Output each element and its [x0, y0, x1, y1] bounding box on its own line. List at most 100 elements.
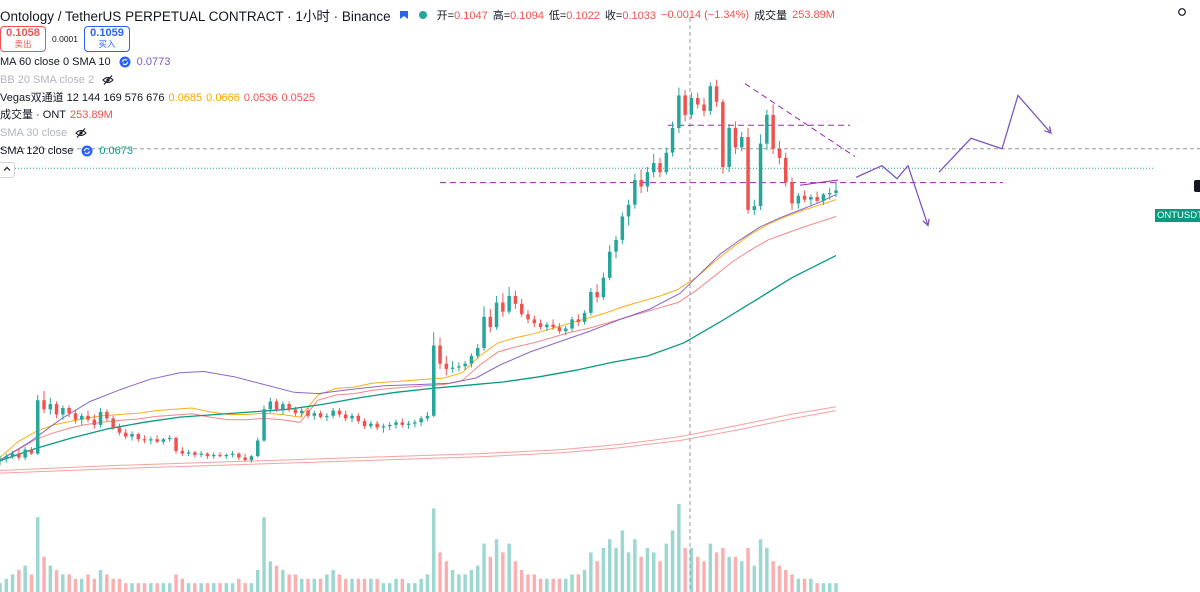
candle-body — [608, 251, 612, 278]
symbol-title[interactable]: Ontology / TetherUS PERPETUAL CONTRACT ·… — [0, 9, 391, 24]
candle-body — [714, 86, 719, 102]
volume-bar — [677, 504, 681, 592]
volume-bar — [532, 574, 537, 592]
indicator-row[interactable]: SMA 30 close — [0, 125, 93, 141]
candle — [689, 92, 694, 119]
candles — [0, 79, 838, 466]
candle-body — [721, 101, 725, 167]
volume-bar — [564, 578, 568, 592]
volume-bar — [80, 578, 84, 592]
volume-bar — [23, 565, 27, 592]
volume-bar — [570, 574, 574, 592]
settings-icon[interactable] — [1177, 7, 1187, 17]
candle — [582, 310, 587, 325]
candle-body — [174, 437, 178, 451]
volume-bar — [708, 543, 713, 592]
indicator-row[interactable]: BB 20 SMA close 2 — [0, 72, 120, 88]
volume-bar — [268, 561, 273, 592]
indicator-row[interactable]: SMA 120 close 0.0673 — [0, 143, 137, 159]
volume-bar — [645, 548, 650, 592]
volume-bar — [765, 548, 769, 592]
volume-bar — [350, 578, 354, 592]
buy-button[interactable]: 0.1059 买入 — [84, 26, 130, 52]
candle-body — [614, 239, 618, 252]
cycle-icon[interactable] — [119, 56, 131, 68]
candle-body — [576, 319, 581, 322]
candle — [111, 415, 115, 431]
candle — [130, 431, 134, 441]
volume-bar — [300, 578, 304, 592]
collapse-legend-button[interactable] — [0, 162, 15, 178]
candle-body — [180, 451, 185, 454]
candle-body — [444, 363, 449, 369]
volume-bar — [362, 578, 367, 592]
candle-body — [494, 302, 499, 328]
volume-bar — [36, 517, 40, 592]
indicator-name: 成交量 · ONT — [0, 109, 66, 121]
volume-bar — [312, 578, 317, 592]
candle-body — [29, 449, 34, 454]
candle-body — [350, 415, 354, 419]
flag-icon[interactable] — [399, 10, 409, 20]
candle-body — [746, 137, 750, 210]
candle — [746, 127, 750, 214]
indicator-row[interactable]: 成交量 · ONT 253.89M — [0, 107, 117, 123]
candle-body — [369, 423, 373, 427]
eye-off-icon[interactable] — [102, 74, 114, 86]
candle — [400, 418, 405, 428]
eye-off-icon[interactable] — [75, 127, 87, 139]
scroll-to-realtime-button[interactable] — [1194, 180, 1200, 192]
volume-bar — [287, 574, 291, 592]
candle — [268, 397, 273, 414]
volume-bar — [513, 561, 518, 592]
volume-bar — [168, 583, 172, 592]
candle-body — [626, 204, 631, 217]
candle-body — [658, 163, 662, 173]
trend-line — [744, 83, 856, 158]
candle-body — [117, 427, 122, 433]
volume-bar — [237, 578, 241, 592]
candle-body — [193, 452, 197, 455]
volume-bar — [771, 561, 775, 592]
candle — [67, 405, 71, 418]
candle — [771, 104, 775, 154]
indicator-value: 0.0685 — [168, 92, 203, 104]
volume-bar — [689, 548, 694, 592]
candle — [325, 413, 329, 421]
candle — [98, 408, 103, 428]
indicator-row[interactable]: Vegas双通道 12 144 169 576 676 0.0685 0.0666 0… — [0, 90, 319, 106]
candle — [155, 435, 159, 444]
ohlc-item: 开=0.1047 — [436, 10, 488, 22]
volume-value: 253.89M — [792, 9, 835, 21]
candle-body — [733, 127, 738, 148]
volume-bar — [727, 556, 731, 592]
candle-body — [419, 418, 423, 423]
volume-bar — [444, 561, 449, 592]
candle — [815, 191, 819, 204]
volume-bar — [784, 570, 788, 592]
candle-body — [450, 367, 455, 369]
volume-bar — [670, 530, 675, 592]
candle-body — [281, 404, 285, 410]
candle-body — [268, 401, 273, 410]
ohlc-values: 开=0.1047 高=0.1094 低=0.1022 收=0.1033 — [437, 7, 661, 23]
candle — [350, 413, 354, 423]
volume-bar — [124, 583, 128, 592]
volume-bar — [582, 570, 587, 592]
sell-button[interactable]: 0.1058 卖出 — [0, 26, 46, 52]
indicator-row[interactable]: MA 60 close 0 SMA 10 0.0773 — [0, 54, 174, 70]
cycle-icon[interactable] — [81, 145, 93, 157]
candle — [645, 167, 650, 192]
candle — [658, 157, 662, 178]
candle-body — [161, 439, 166, 442]
candle-body — [42, 400, 46, 410]
candle-body — [765, 114, 769, 144]
candle — [570, 316, 574, 332]
candle — [149, 436, 153, 445]
candle-body — [80, 415, 84, 420]
candle-body — [476, 348, 480, 356]
candle-body — [595, 292, 599, 298]
candle — [36, 395, 40, 455]
volume-bar — [274, 565, 279, 592]
